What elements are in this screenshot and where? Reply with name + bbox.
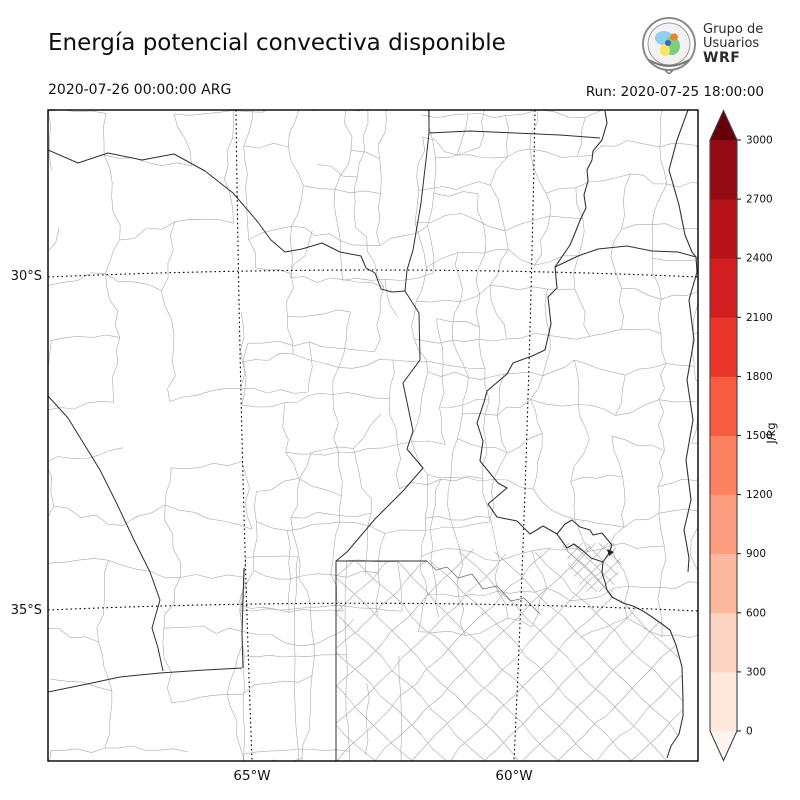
run-datetime-label: Run: 2020-07-25 18:00:00 [585,84,764,100]
city-marker [607,549,614,556]
logo-emblem-icon [642,17,696,74]
department-boundaries [48,110,698,761]
colorbar-tick-label: 300 [746,666,766,678]
graticule [48,110,698,761]
colorbar-unit-label: J/kg [764,422,778,444]
lon-label-65w: 65°W [233,768,271,784]
province-border-northwest [48,149,406,293]
colorbar-segment [710,494,737,555]
colorbar-tick-label: 900 [746,548,766,560]
mesh-center [238,110,490,618]
colorbar-segment [710,671,737,732]
logo-text-line3: WRF [703,50,741,67]
colorbar-tick-label: 0 [746,726,753,738]
colorbar-tick-label: 600 [746,607,766,619]
parana-river [476,110,684,759]
colorbar-segment [710,258,737,318]
gridline-35s [48,602,698,612]
logo-text-line2: Usuarios [703,36,760,52]
colorbar-segment [710,553,737,614]
colorbar-tick-label: 2100 [746,312,773,324]
mesh-west [48,110,385,761]
ba-interior-boundary [426,560,541,615]
province-border-santafe-west [335,110,430,761]
page-title: Energía potencial convectiva disponible [48,30,506,56]
colorbar-under-arrow [710,731,737,761]
mesh-buenosaires [336,545,683,761]
province-border-corrientes-entrerios [554,245,697,268]
lat-label-30s: 30°S [10,269,42,284]
rivers-coastline [476,110,698,759]
logo-text-line1: Grupo de [703,22,764,38]
colorbar-over-arrow [710,110,737,140]
colorbar-segment [710,435,737,495]
colorbar-segment [710,199,737,259]
lon-label-60w: 60°W [495,768,533,784]
lat-label-35s: 35°S [10,603,42,618]
logo-text: Grupo de Usuarios WRF [703,23,763,66]
colorbar-tick-label: 1200 [746,489,773,501]
province-border-sanluis-east [241,567,245,669]
colorbar-tick-label: 3000 [746,135,773,147]
colorbar-segment [710,376,737,436]
colorbar-segment [710,317,737,377]
mesh-northeast [410,110,698,638]
mesh-lapampa [239,555,403,761]
province-border-north [428,130,601,139]
uruguay-river [668,110,698,573]
parana-delta-arm [556,519,613,563]
colorbar-segment [710,140,737,200]
mesh-city-cluster [566,543,622,592]
wrf-logo: Grupo de Usuarios WRF [641,16,771,74]
map-frame [47,109,699,762]
colorbar-tick-label: 1800 [746,371,773,383]
province-border-southwest [48,667,243,693]
valid-datetime-label: 2020-07-26 00:00:00 ARG [48,82,232,98]
colorbar-tick-label: 2400 [746,253,773,265]
province-boundaries [48,110,697,761]
province-border-west-diagonal [48,395,164,672]
colorbar: 0 300 600 900 1200 1500 1800 2100 2400 2700 3000 J/… [709,109,778,762]
gridline-60w [513,110,536,761]
gridline-30s [48,269,698,278]
colorbar-segment [710,612,737,673]
colorbar-tick-label: 1500 [746,430,773,442]
colorbar-tick-label: 2700 [746,194,773,206]
